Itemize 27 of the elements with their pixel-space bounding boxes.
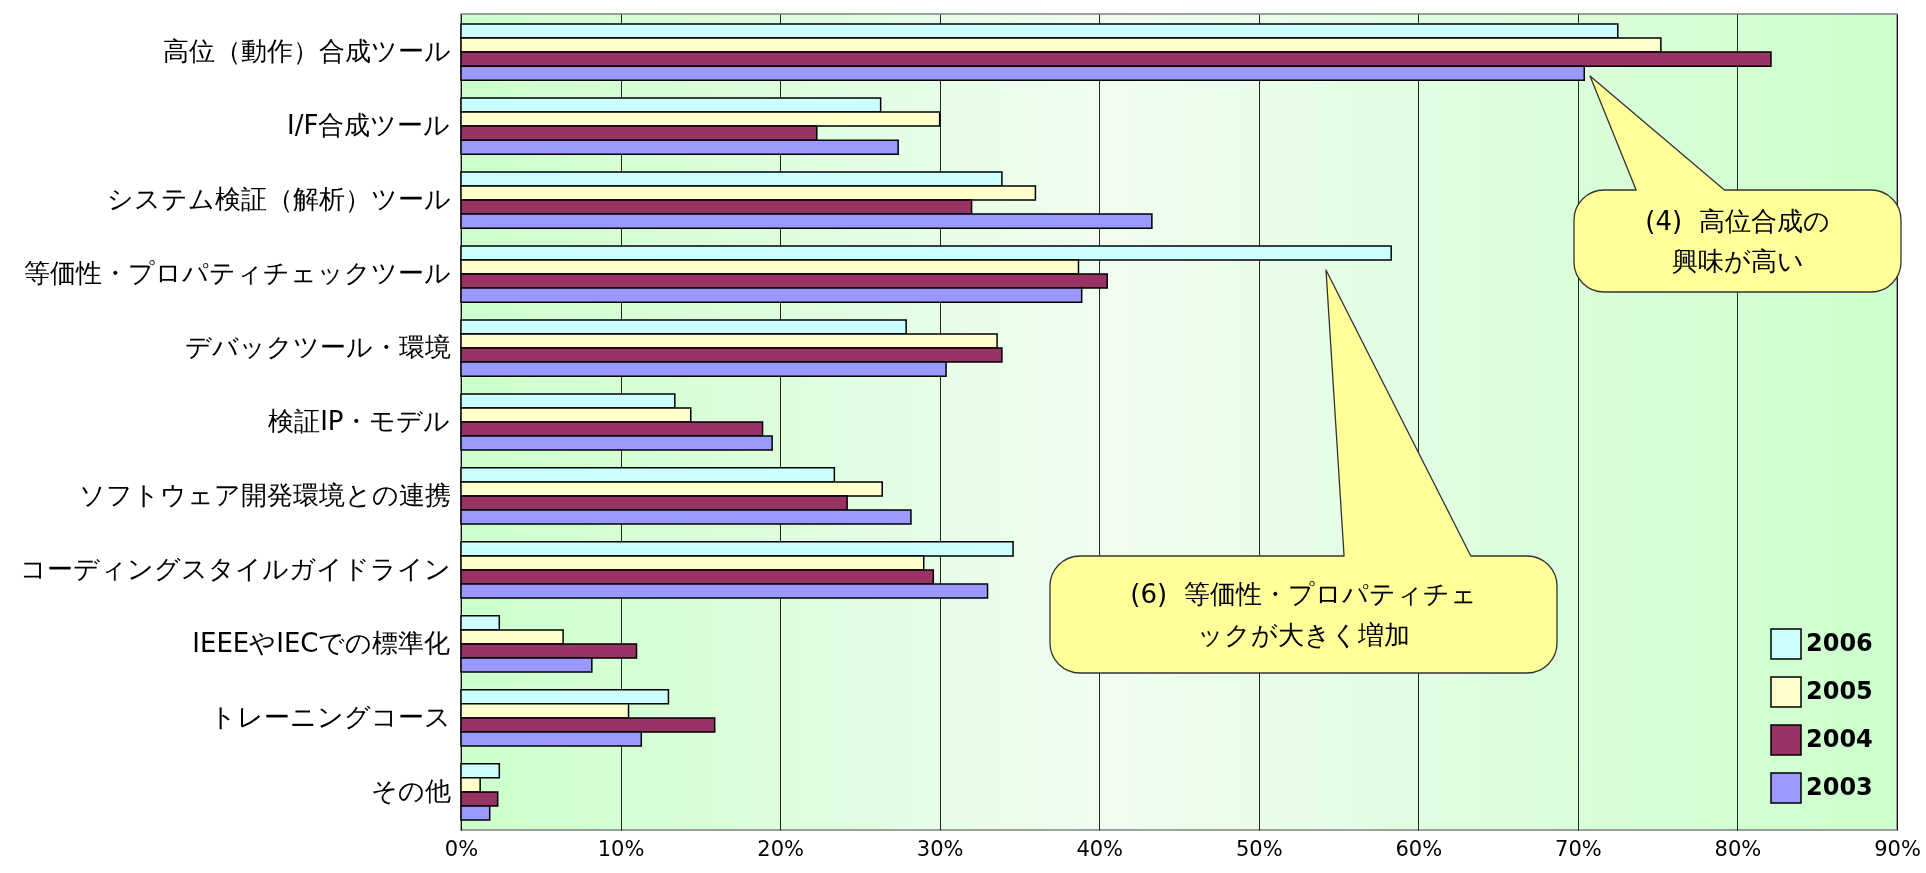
y-tick-label: 検証IP・モデル — [268, 406, 451, 436]
y-tick-label: 等価性・プロパティチェックツール — [23, 258, 451, 289]
legend-label: 2005 — [1806, 677, 1873, 705]
x-tick-label: 50% — [1235, 836, 1283, 861]
legend-label: 2004 — [1806, 725, 1873, 753]
y-tick-label: IEEEやIECでの標準化 — [192, 627, 451, 658]
x-tick-label: 20% — [757, 836, 804, 861]
x-tick-label: 30% — [916, 836, 964, 861]
x-tick-label: 40% — [1076, 836, 1124, 861]
y-tick-label: トレーニングコース — [209, 701, 451, 732]
annotation: (6) 等価性・プロパティチェックが大きく増加 — [1129, 578, 1478, 652]
legend-label: 2006 — [1806, 629, 1873, 657]
y-tick-label: その他 — [370, 775, 451, 806]
y-tick-label: デバックツール・環境 — [184, 332, 451, 363]
annotation: (4) 高位合成の興味が高い — [1644, 204, 1831, 278]
y-tick-label: システム検証（解析）ツール — [106, 184, 451, 215]
legend-label: 2003 — [1806, 773, 1873, 801]
x-tick-label: 10% — [597, 836, 645, 861]
x-tick-label: 0% — [444, 836, 479, 861]
y-tick-label: ソフトウェア開発環境との連携 — [78, 479, 451, 510]
y-tick-label: 高位（動作）合成ツール — [162, 36, 451, 67]
y-tick-label: I/F合成ツール — [287, 110, 451, 141]
x-tick-label: 80% — [1714, 836, 1762, 861]
x-tick-label: 70% — [1555, 836, 1602, 861]
x-tick-label: 60% — [1395, 836, 1443, 861]
x-tick-label: 90% — [1874, 836, 1921, 861]
y-tick-label: コーディングスタイルガイドライン — [19, 553, 451, 584]
